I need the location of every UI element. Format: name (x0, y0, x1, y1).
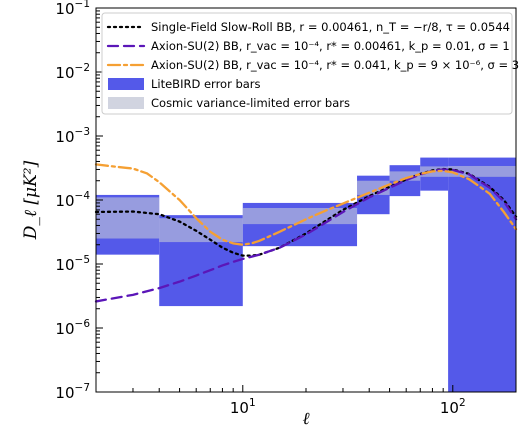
y-tick-label: 10−4 (55, 190, 90, 210)
series-line-2 (94, 168, 518, 303)
cosmic-variance-error-bar (448, 165, 516, 177)
legend-label: LiteBIRD error bars (151, 77, 261, 91)
legend-label: Axion-SU(2) BB, r_vac = 10⁻⁴, r* = 0.041… (151, 58, 520, 72)
x-axis-label: ℓ (302, 409, 309, 429)
y-tick-label: 10−2 (55, 62, 90, 82)
y-tick-label: 10−7 (55, 382, 90, 402)
legend-label: Single-Field Slow-Roll BB, r = 0.00461, … (151, 20, 510, 34)
legend-label: Axion-SU(2) BB, r_vac = 10⁻⁴, r* = 0.004… (151, 39, 510, 53)
y-axis-label: D_ℓ [μK²] (21, 160, 41, 240)
litebird-error-bar (448, 157, 516, 392)
x-tick-label: 101 (230, 397, 256, 417)
legend-box (101, 12, 513, 115)
y-tick-label: 10−5 (55, 254, 90, 274)
legend: Single-Field Slow-Roll BB, r = 0.00461, … (101, 12, 520, 115)
series-line-3 (94, 163, 518, 246)
y-tick-label: 10−3 (55, 126, 90, 146)
cosmic-variance-error-bar (389, 171, 421, 181)
cosmic-variance-error-bar (96, 197, 160, 239)
legend-patch-2 (108, 97, 144, 109)
error-bars-layer (96, 157, 516, 392)
y-tick-label: 10−1 (55, 0, 90, 18)
x-tick-label: 102 (440, 397, 466, 417)
legend-label: Cosmic variance-limited error bars (151, 96, 350, 110)
cosmic-variance-error-bar (357, 180, 390, 195)
axis-ticks-layer: 10−7 10−6 10−5 10−4 10−3 10−2 10−1 101 102 (55, 0, 517, 417)
y-tick-label: 10−6 (55, 318, 90, 338)
series-lines-layer (94, 163, 518, 303)
legend-patch-1 (108, 78, 144, 90)
series-line-1 (94, 167, 518, 257)
cosmic-variance-error-bar (159, 218, 243, 243)
